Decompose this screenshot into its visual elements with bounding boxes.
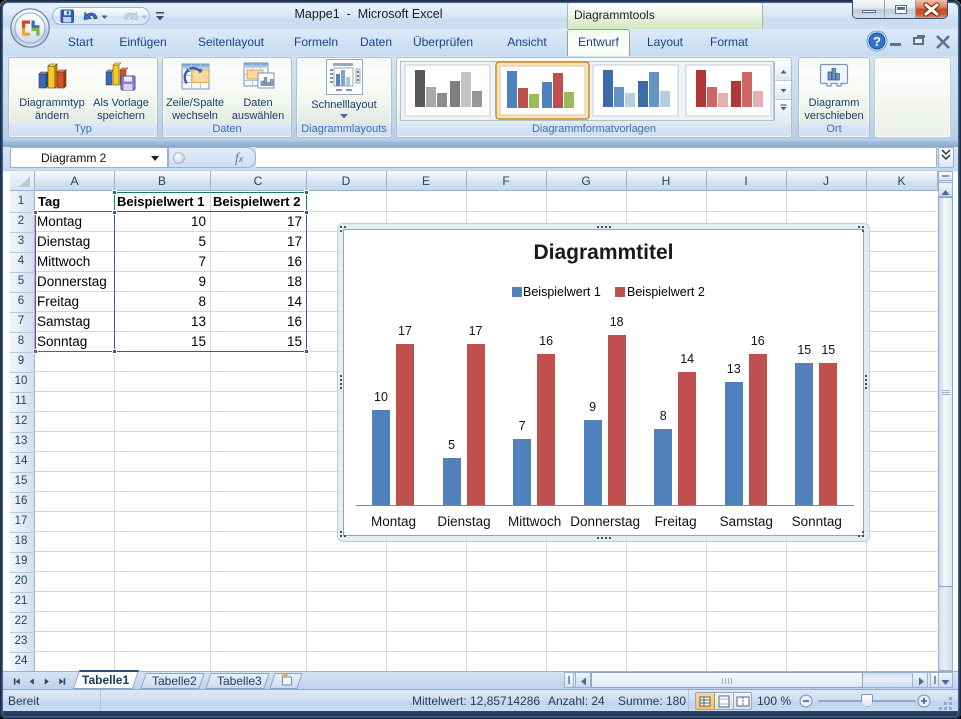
- svg-text:?: ?: [873, 34, 881, 49]
